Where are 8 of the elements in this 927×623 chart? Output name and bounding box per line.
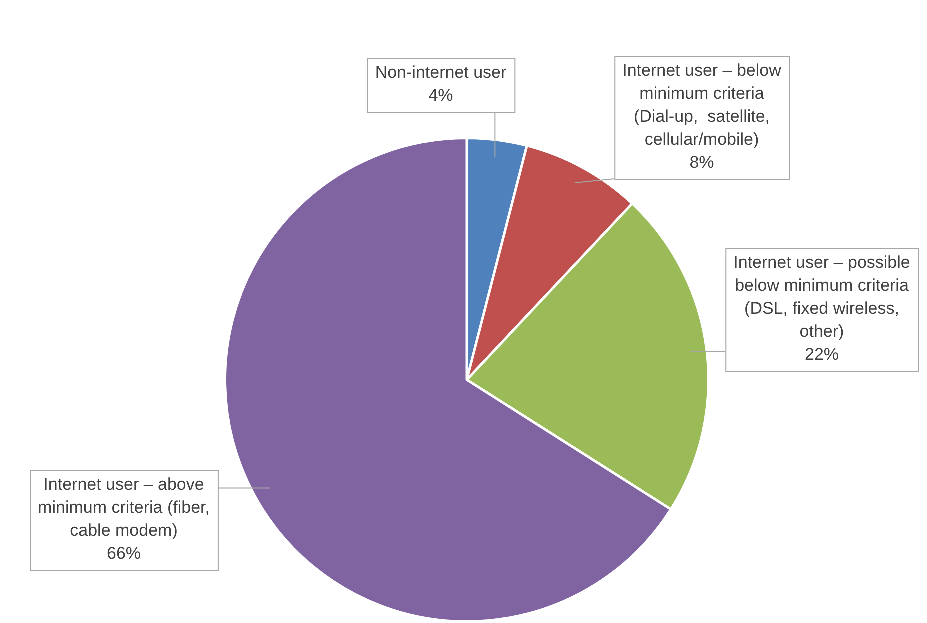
- data-label: 4%: [428, 86, 454, 106]
- slice-label: Internet user – below minimum criteria (Dial-up, satellite, cellular/mobile): [622, 61, 782, 150]
- data-label: 66%: [106, 544, 142, 564]
- data-label: 22%: [804, 345, 840, 364]
- slice-label: Internet user – above minimum criteria (fiber, cable modem): [38, 475, 210, 540]
- slice-label: Non-internet user: [375, 63, 508, 82]
- slice-label: Internet user – possible below minimum criteria (DSL, fixed wireless, other): [734, 253, 910, 342]
- data-label: 8%: [690, 153, 714, 172]
